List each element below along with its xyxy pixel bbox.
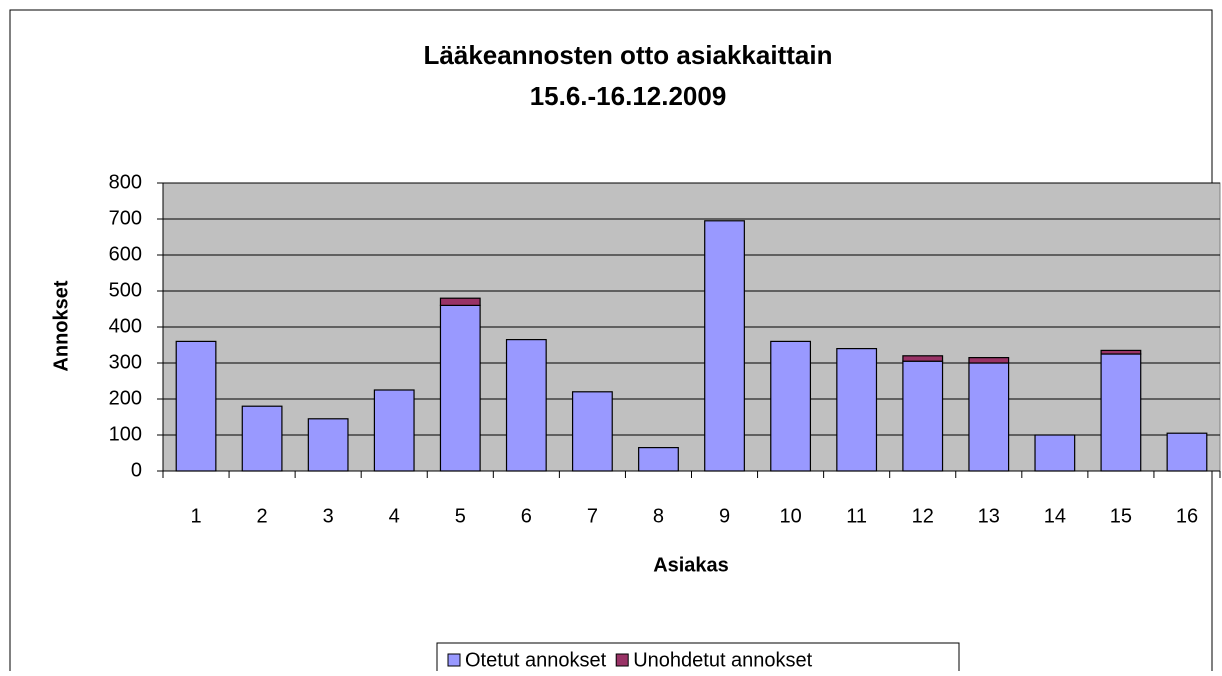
bar-segment xyxy=(902,355,944,362)
y-tick-label: 600 xyxy=(109,243,142,265)
bar-segment xyxy=(1034,434,1076,472)
x-tick-label: 10 xyxy=(779,505,801,527)
x-tick-label: 2 xyxy=(257,505,268,527)
bar-segment xyxy=(1100,353,1142,472)
y-tick-label: 400 xyxy=(109,315,142,337)
y-tick-label: 100 xyxy=(109,423,142,445)
legend-label: Unohdetut annokset xyxy=(633,649,812,671)
bar-segment xyxy=(902,360,944,472)
bar-segment xyxy=(638,447,679,472)
bar-segment xyxy=(505,339,547,472)
y-tick-label: 0 xyxy=(131,459,142,481)
bar-segment xyxy=(1166,432,1208,472)
y-tick-label: 200 xyxy=(109,387,142,409)
x-tick-label: 7 xyxy=(587,505,598,527)
legend-swatch xyxy=(615,653,629,667)
bar-segment xyxy=(968,362,1010,472)
chart-title: Lääkeannosten otto asiakkaittain xyxy=(424,40,833,70)
x-tick-label: 4 xyxy=(389,505,400,527)
x-tick-label: 8 xyxy=(653,505,664,527)
bar-segment xyxy=(1100,349,1142,355)
bar-segment xyxy=(770,340,812,472)
x-tick-label: 14 xyxy=(1044,505,1066,527)
y-tick-label: 300 xyxy=(109,351,142,373)
bar-segment xyxy=(836,348,878,472)
chart-subtitle: 15.6.-16.12.2009 xyxy=(530,81,727,111)
y-tick-label: 800 xyxy=(109,171,142,193)
bar-segment xyxy=(241,405,283,472)
x-tick-label: 6 xyxy=(521,505,532,527)
bar-segment xyxy=(373,389,415,472)
x-tick-label: 1 xyxy=(190,505,201,527)
x-tick-label: 15 xyxy=(1110,505,1132,527)
x-tick-label: 9 xyxy=(719,505,730,527)
bar-segment xyxy=(968,357,1010,364)
bar-segment xyxy=(704,220,745,472)
x-tick-label: 16 xyxy=(1176,505,1198,527)
y-axis-label: Annokset xyxy=(50,280,72,371)
bar-segment xyxy=(439,304,481,472)
x-tick-label: 5 xyxy=(455,505,466,527)
x-tick-label: 3 xyxy=(323,505,334,527)
legend-label: Otetut annokset xyxy=(465,649,607,671)
x-tick-label: 13 xyxy=(978,505,1000,527)
x-tick-label: 12 xyxy=(912,505,934,527)
y-tick-label: 500 xyxy=(109,279,142,301)
bar-segment xyxy=(571,391,613,472)
x-tick-label: 11 xyxy=(846,505,867,527)
bar-segment xyxy=(439,297,481,307)
y-tick-label: 700 xyxy=(109,207,142,229)
x-axis-label: Asiakas xyxy=(653,554,729,576)
bar-segment xyxy=(175,340,217,472)
bar-segment xyxy=(307,418,349,472)
legend-swatch xyxy=(447,653,461,667)
